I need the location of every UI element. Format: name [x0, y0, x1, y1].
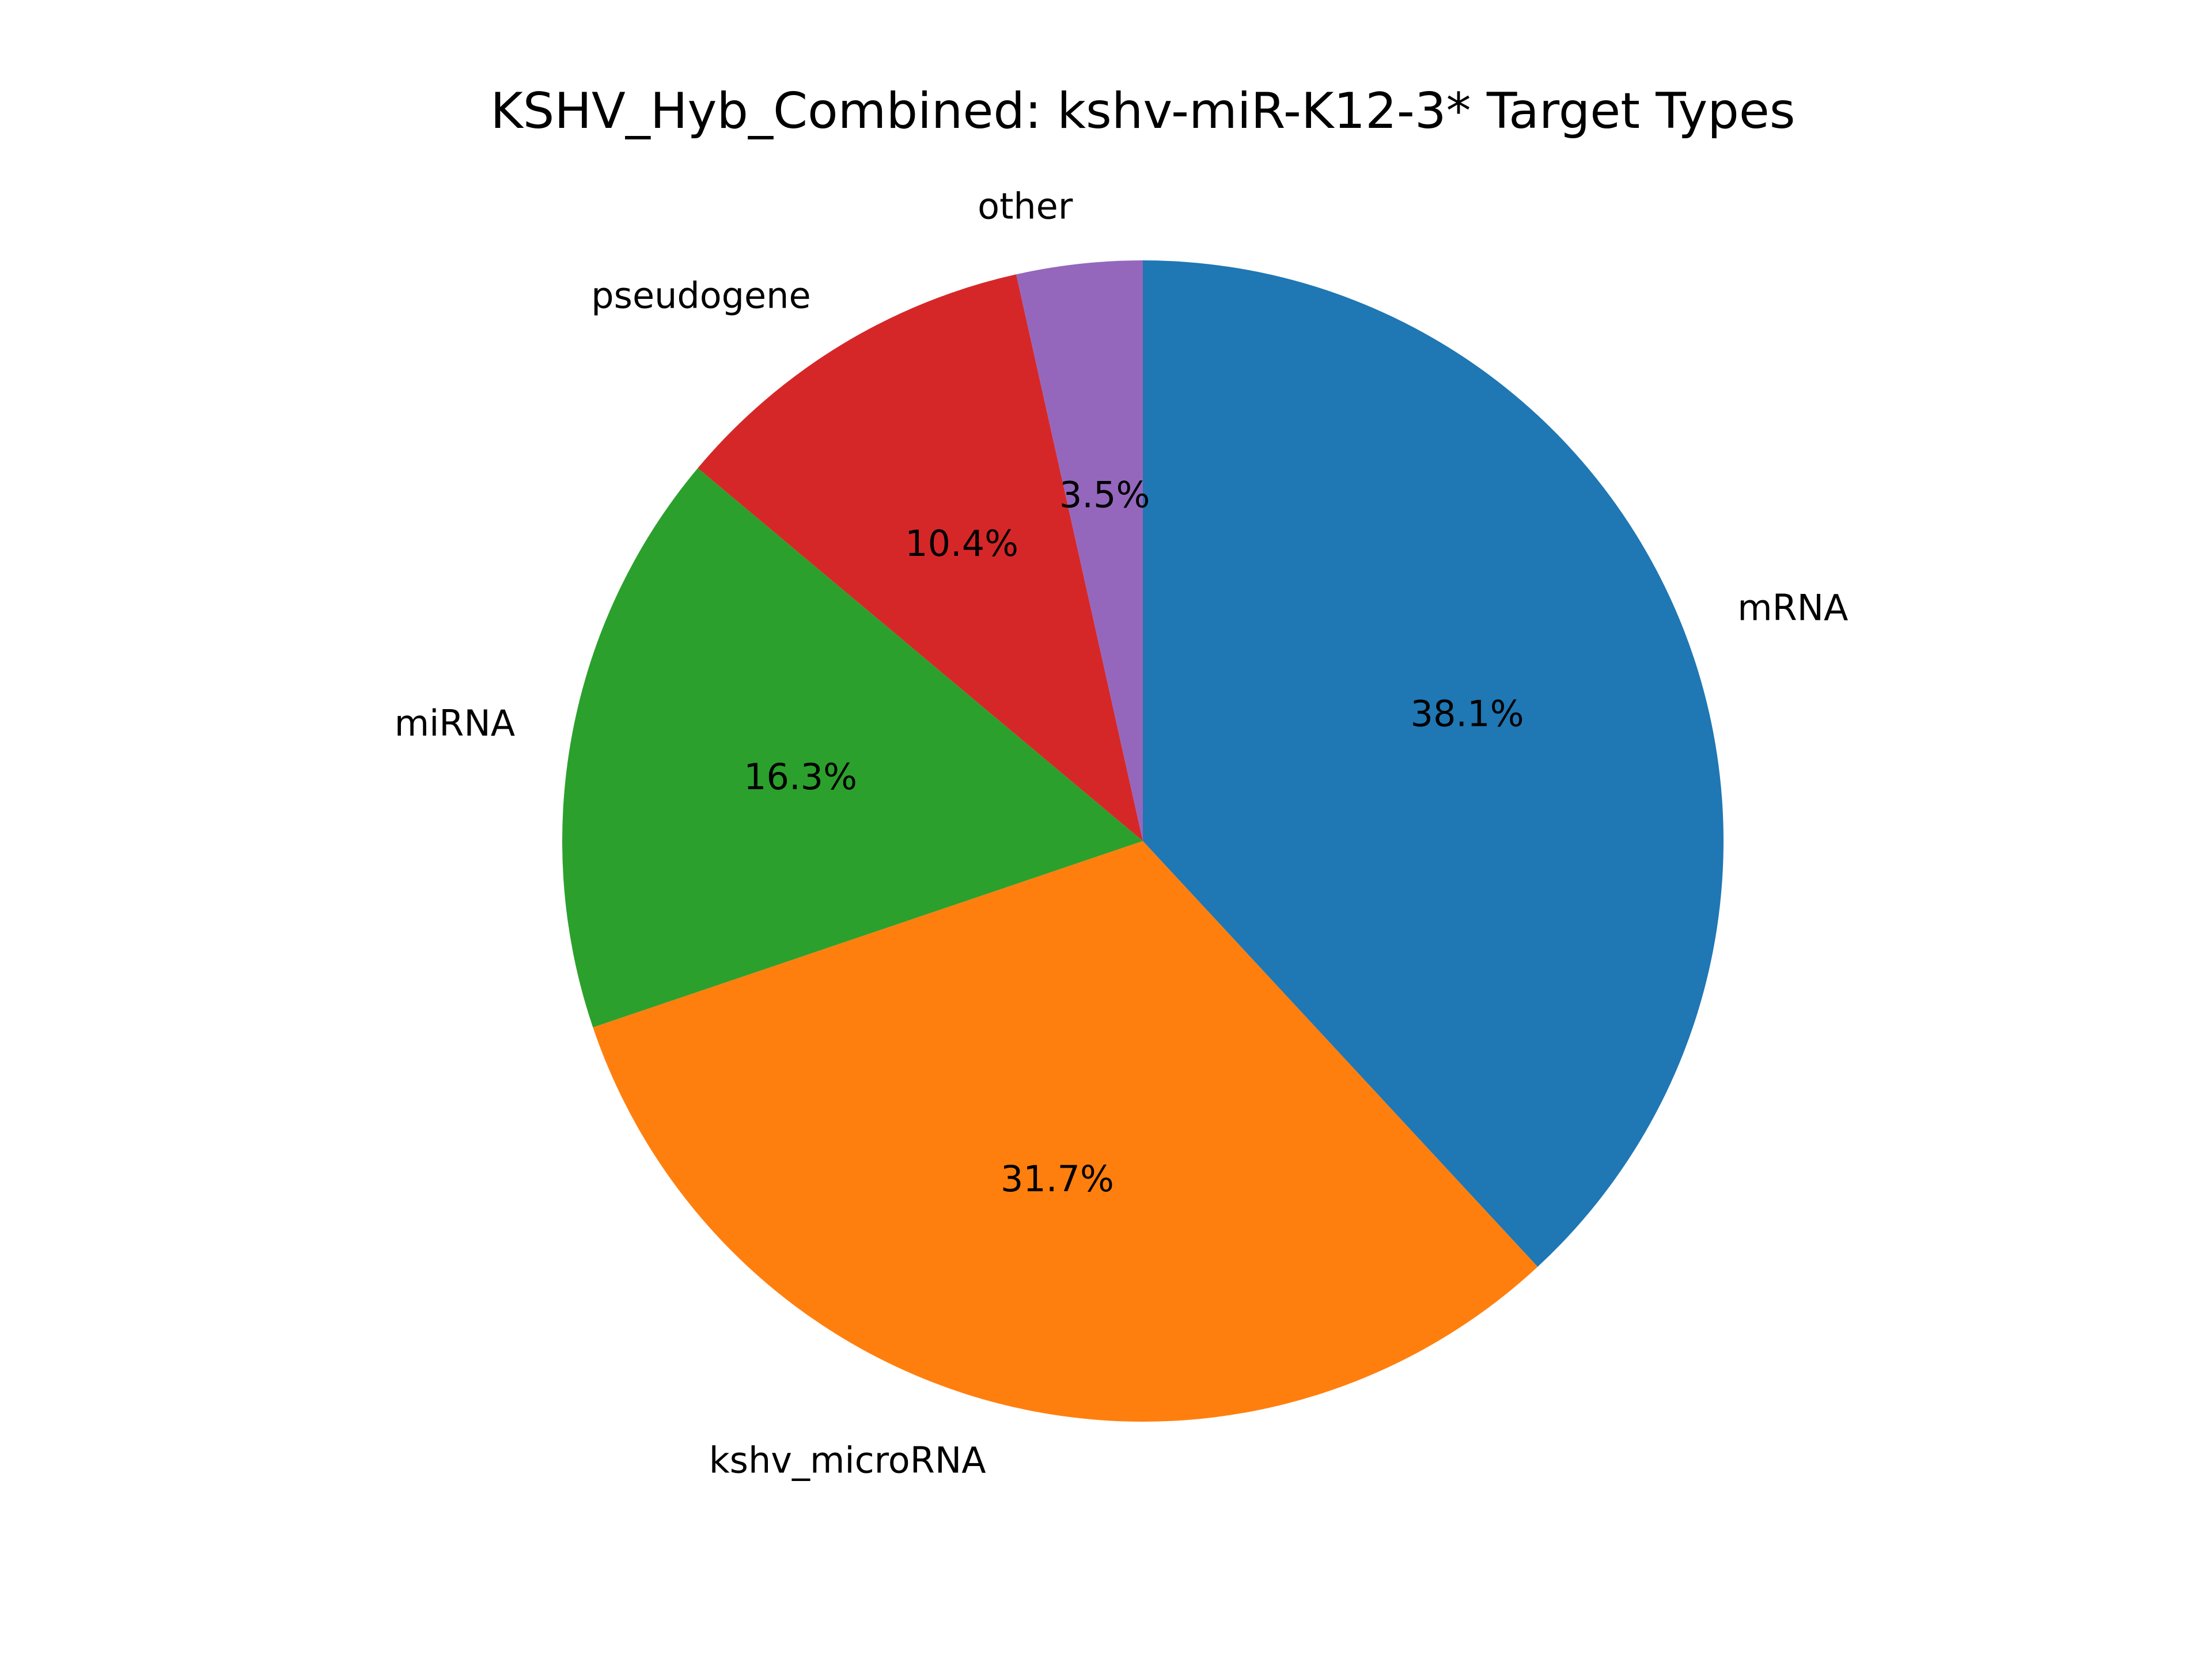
pct-label-mirna: 16.3% — [744, 756, 857, 798]
pie-slice-mrna — [1143, 260, 1724, 1267]
pie-slice-mirna — [562, 468, 1143, 1028]
slice-label-kshv-microrna: kshv_microRNA — [709, 1439, 986, 1481]
pct-label-other: 3.5% — [1059, 474, 1150, 516]
slice-label-mrna: mRNA — [1737, 587, 1848, 629]
pie-slices — [562, 260, 1724, 1422]
slice-label-pseudogene: pseudogene — [591, 274, 810, 316]
pie-slice-kshv-microrna — [593, 841, 1538, 1422]
pie-labels: mRNA 38.1% kshv_microRNA 31.7% miRNA 16.3% pse… — [395, 185, 1849, 1481]
pct-label-mrna: 38.1% — [1411, 693, 1524, 735]
pie-slice-pseudogene — [698, 274, 1143, 842]
slice-label-mirna: miRNA — [395, 702, 516, 744]
slice-label-other: other — [978, 185, 1073, 227]
chart-title: KSHV_Hyb_Combined: kshv-miR-K12-3* Targe… — [490, 82, 1795, 140]
pct-label-kshv-microrna: 31.7% — [1001, 1158, 1114, 1200]
pie-slice-other — [1016, 260, 1143, 841]
pct-label-pseudogene: 10.4% — [905, 522, 1018, 565]
